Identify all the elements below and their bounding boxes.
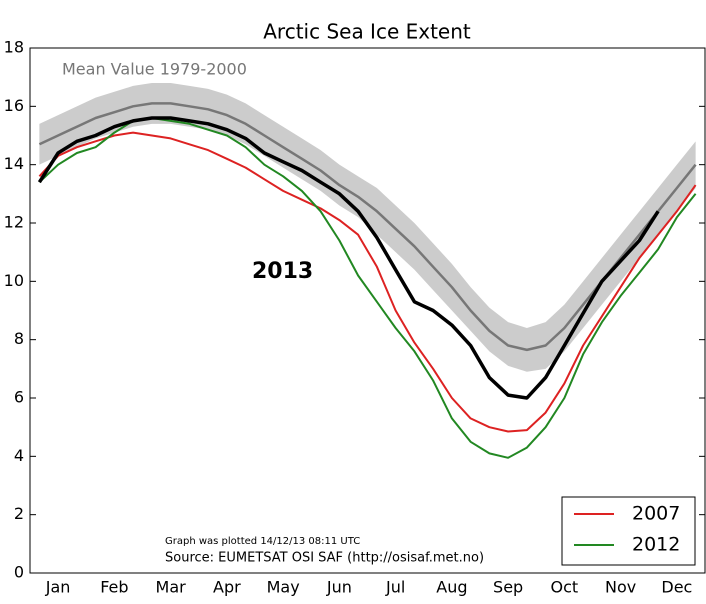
x-tick-label: Jun xyxy=(326,578,352,597)
y-tick-label: 2 xyxy=(14,504,24,523)
y-tick-label: 0 xyxy=(14,563,24,582)
chart-title: Arctic Sea Ice Extent xyxy=(263,20,471,44)
x-tick-label: Oct xyxy=(551,578,579,597)
series-label: 2013 xyxy=(252,259,313,284)
x-tick-label: Aug xyxy=(436,578,467,597)
series-line xyxy=(37,116,660,400)
legend-box xyxy=(561,496,696,566)
legend-label: 2007 xyxy=(632,503,680,525)
y-tick-label: 8 xyxy=(14,329,24,348)
y-tick-label: 14 xyxy=(4,154,24,173)
y-tick-label: 10 xyxy=(4,271,24,290)
series-line xyxy=(38,131,697,433)
x-tick-label: Nov xyxy=(605,578,636,597)
x-tick-label: Mar xyxy=(156,578,187,597)
x-tick-label: Sep xyxy=(493,578,523,597)
series-label: Mean Value 1979-2000 xyxy=(62,60,247,79)
x-tick-label: Dec xyxy=(661,578,692,597)
legend-label: 2012 xyxy=(632,534,680,556)
x-tick-label: May xyxy=(267,578,300,597)
x-tick-label: Jan xyxy=(45,578,71,597)
y-tick-label: 18 xyxy=(4,38,24,57)
std-band xyxy=(39,83,696,372)
x-tick-label: Apr xyxy=(213,578,241,597)
plot-frame xyxy=(29,47,706,574)
annotation: Graph was plotted 14/12/13 08:11 UTC xyxy=(165,536,360,547)
y-tick-label: 16 xyxy=(4,96,24,115)
y-tick-label: 6 xyxy=(14,388,24,407)
annotation: Source: EUMETSAT OSI SAF (http://osisaf.… xyxy=(165,551,484,566)
x-tick-label: Jul xyxy=(385,578,405,597)
series-line xyxy=(38,102,697,352)
y-tick-label: 12 xyxy=(4,213,24,232)
x-tick-label: Feb xyxy=(100,578,128,597)
y-tick-label: 4 xyxy=(14,446,24,465)
